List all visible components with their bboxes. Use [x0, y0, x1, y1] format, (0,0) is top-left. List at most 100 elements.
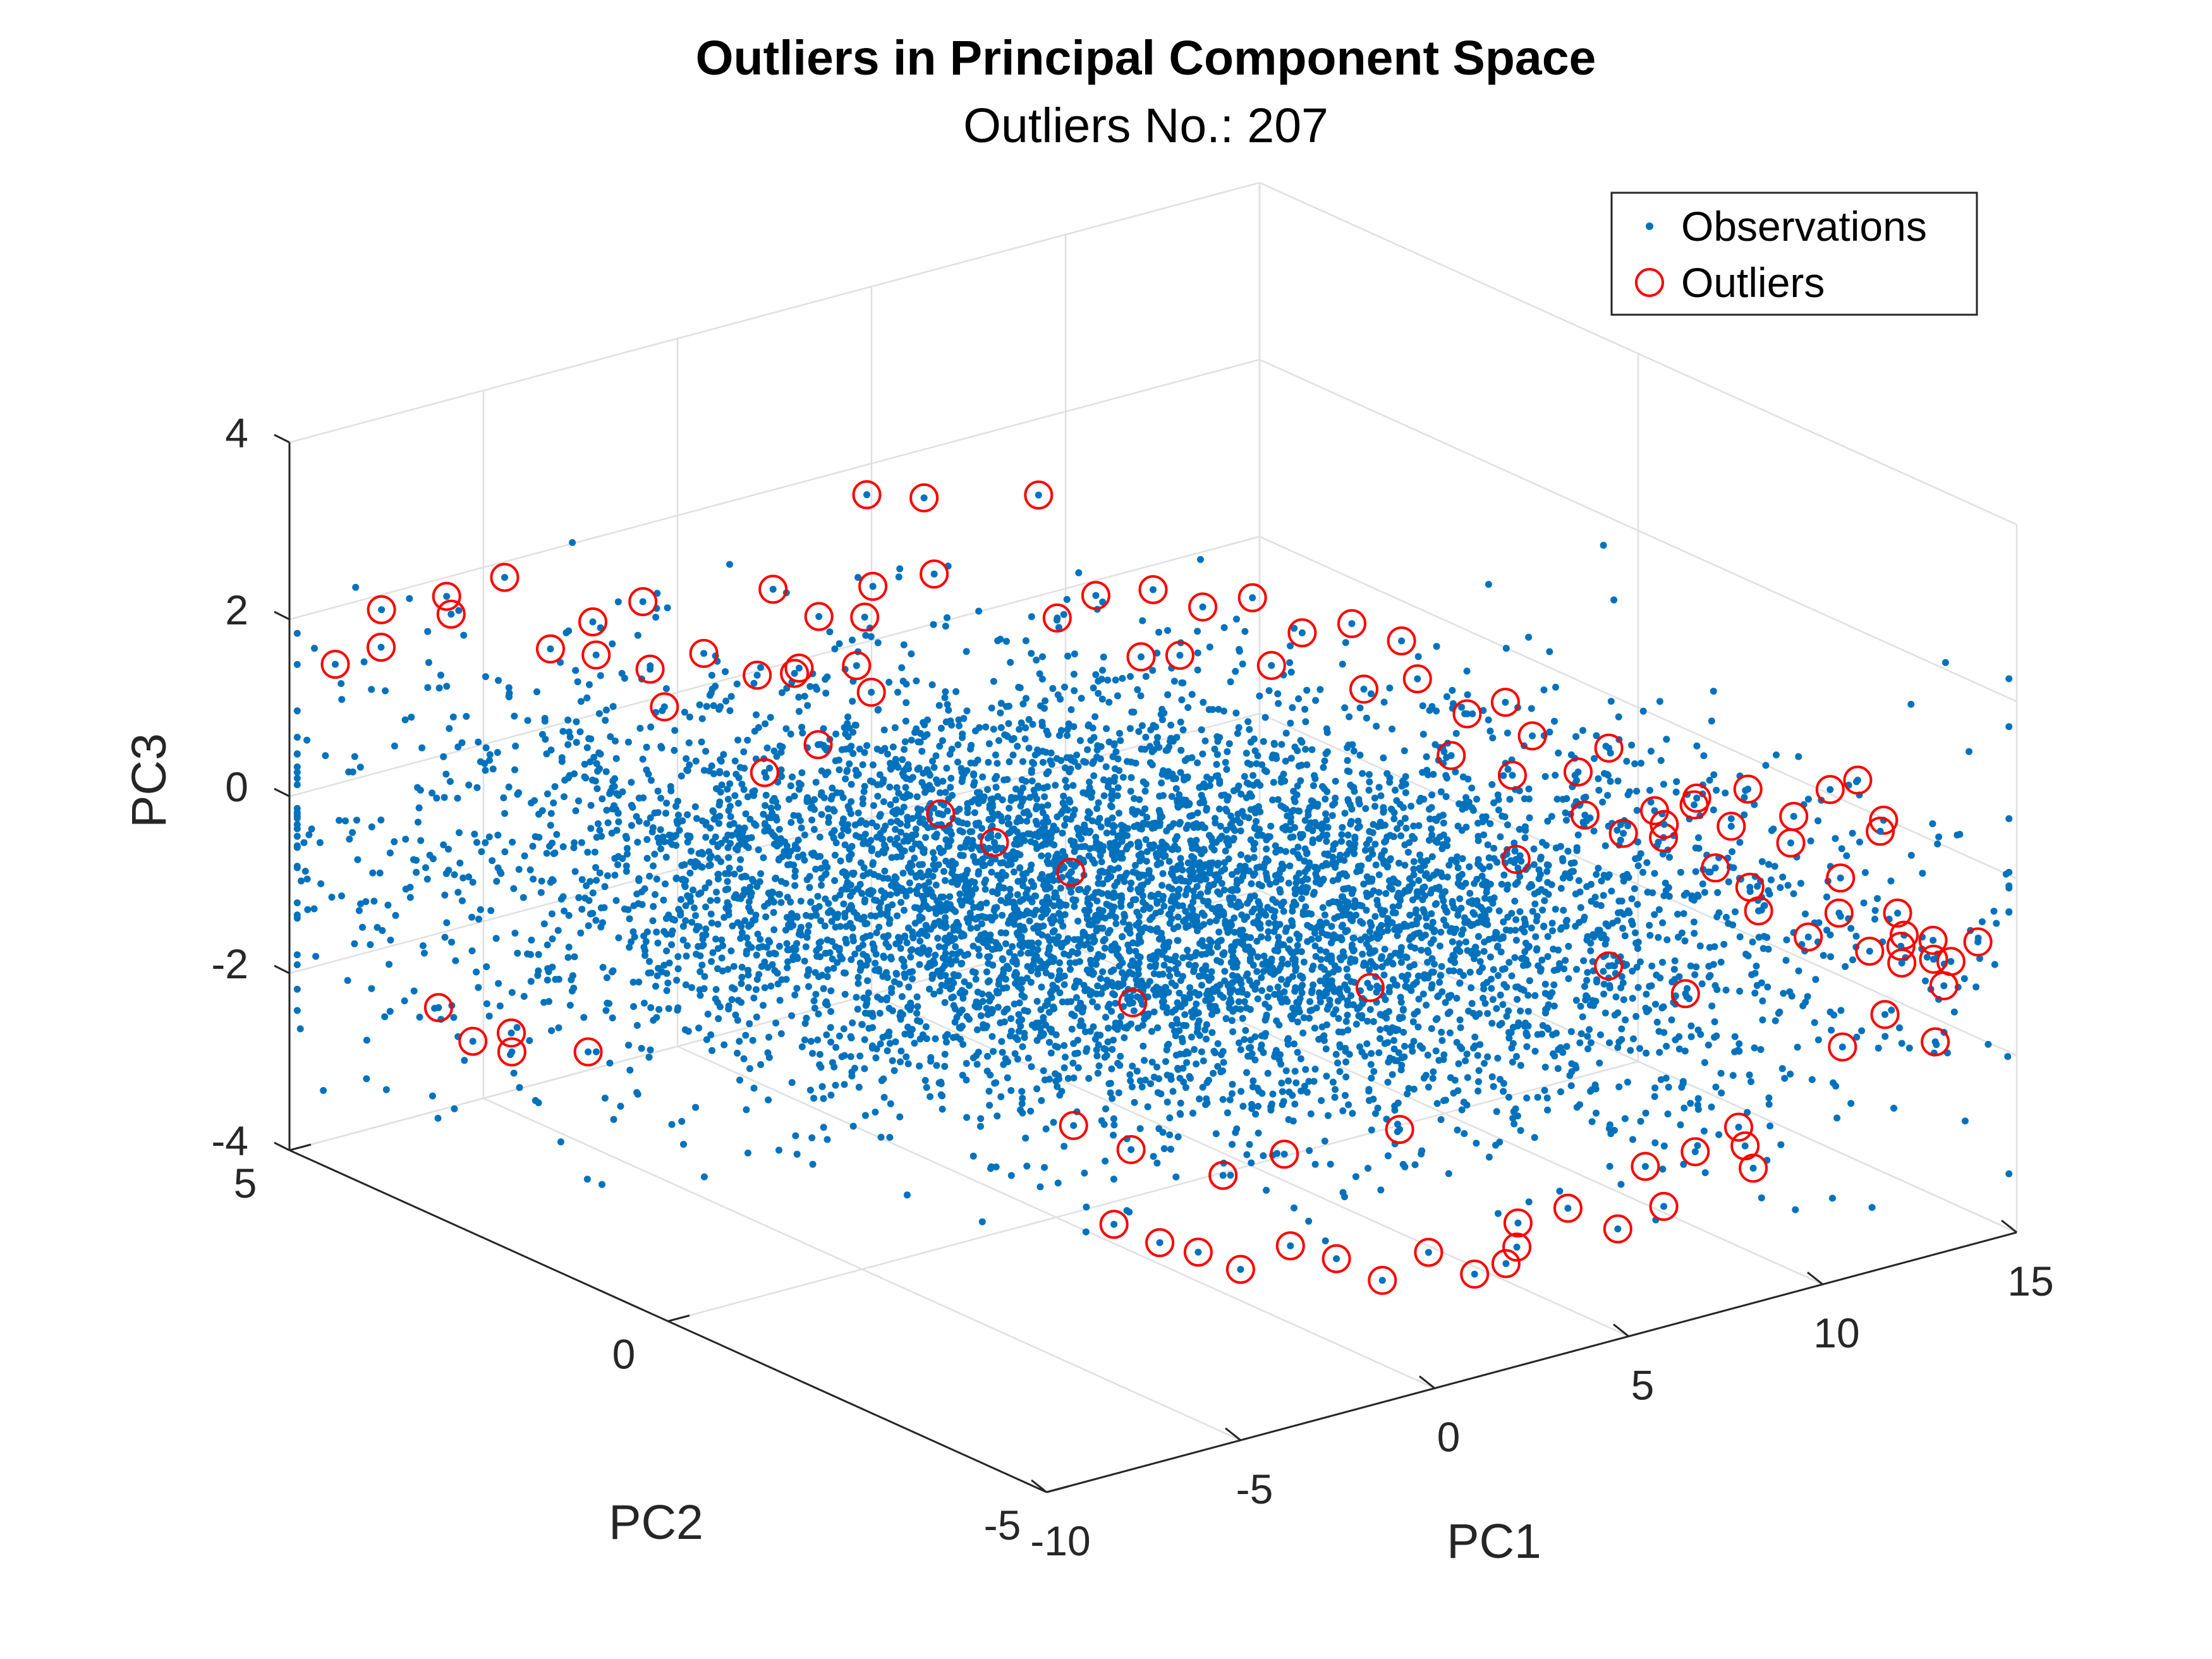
axes [274, 434, 2017, 1493]
observation-point [1019, 758, 1026, 765]
observation-point [465, 873, 473, 880]
observation-point [1830, 1079, 1837, 1086]
observation-point [679, 923, 687, 930]
observation-point [386, 961, 393, 968]
observation-point [901, 1030, 909, 1038]
observation-point [641, 952, 648, 959]
observation-point [1338, 831, 1346, 839]
observation-point [1138, 928, 1145, 936]
observation-point [1182, 801, 1190, 809]
observation-point [803, 1014, 810, 1022]
observation-point [1550, 1002, 1558, 1010]
observation-point [1512, 937, 1520, 944]
observation-point [1362, 805, 1370, 812]
observation-point [580, 1014, 588, 1021]
observation-point [1710, 688, 1717, 695]
observation-point [1304, 811, 1312, 819]
observation-point [1117, 1013, 1125, 1020]
observation-point [1781, 1074, 1789, 1082]
observation-point [662, 853, 670, 861]
observation-point [1064, 998, 1071, 1006]
observation-point [1327, 1160, 1334, 1168]
observation-point [930, 849, 937, 856]
observation-point [1174, 1133, 1182, 1141]
observation-point [919, 815, 927, 823]
observation-point [1028, 777, 1036, 785]
observation-point [1683, 889, 1690, 897]
observation-point [964, 809, 971, 817]
observation-point [1593, 1109, 1600, 1117]
observation-point [1584, 1033, 1591, 1040]
observation-point [1117, 1052, 1124, 1060]
observation-point [702, 748, 710, 755]
observation-point [1063, 937, 1071, 945]
observation-point [714, 896, 721, 904]
observation-point [568, 976, 575, 983]
observation-point [1147, 1080, 1154, 1088]
observation-point [715, 820, 722, 827]
observation-point [540, 999, 548, 1006]
observation-point [1484, 1010, 1492, 1018]
observation-point [756, 878, 763, 885]
observation-point [1278, 902, 1285, 909]
observation-point [784, 964, 791, 971]
observation-point [886, 783, 894, 791]
observation-point [1019, 700, 1027, 708]
observation-point [1392, 981, 1399, 988]
observation-point [897, 1047, 905, 1055]
observation-point [478, 848, 485, 856]
observation-point [1496, 1138, 1504, 1146]
observation-point [1378, 963, 1386, 971]
observation-point [940, 868, 947, 875]
observation-point [626, 944, 633, 951]
observation-point [1402, 781, 1409, 788]
observation-point [626, 1066, 634, 1074]
observation-point [787, 782, 794, 789]
observation-point [942, 950, 949, 957]
observation-point [1124, 758, 1131, 765]
observation-point [1782, 957, 1790, 964]
observation-point [1766, 1122, 1774, 1130]
observation-point [1771, 863, 1778, 870]
observation-point [997, 860, 1004, 867]
observation-point [1389, 885, 1396, 893]
observation-point [1795, 967, 1802, 975]
observation-point [1287, 947, 1294, 955]
observation-point [1057, 757, 1065, 764]
observation-point [609, 703, 617, 710]
observation-point [1966, 748, 1972, 755]
observation-point [1364, 1018, 1371, 1025]
x-tick [1419, 1375, 1435, 1389]
observation-point [1194, 666, 1201, 674]
observation-point [1103, 725, 1110, 732]
observation-point [1150, 1073, 1158, 1081]
observation-point [1627, 1047, 1634, 1054]
observation-point [1135, 728, 1143, 735]
observation-point [1723, 913, 1730, 921]
observation-point [736, 1038, 743, 1045]
observation-point [1191, 962, 1199, 969]
observation-point [1686, 995, 1693, 1002]
observation-point [368, 985, 375, 992]
observation-point [964, 800, 971, 807]
observation-point [1004, 1006, 1011, 1012]
observation-point [422, 864, 429, 872]
observation-point [1188, 853, 1196, 860]
observation-point [841, 841, 849, 849]
observation-point [593, 877, 600, 884]
observation-point [1228, 945, 1236, 952]
observation-point [469, 878, 477, 886]
observation-point [678, 876, 686, 884]
observation-point [990, 726, 997, 733]
observation-point [1227, 995, 1234, 1003]
observation-point [1394, 1121, 1401, 1128]
observation-point [475, 738, 482, 746]
observation-point [787, 818, 795, 826]
observation-point [1530, 861, 1538, 868]
observation-point [1142, 836, 1150, 843]
observation-point [549, 935, 556, 943]
observation-point [999, 1048, 1006, 1056]
observation-point [1328, 812, 1336, 819]
observation-point [1059, 998, 1066, 1006]
observation-point [766, 950, 773, 957]
